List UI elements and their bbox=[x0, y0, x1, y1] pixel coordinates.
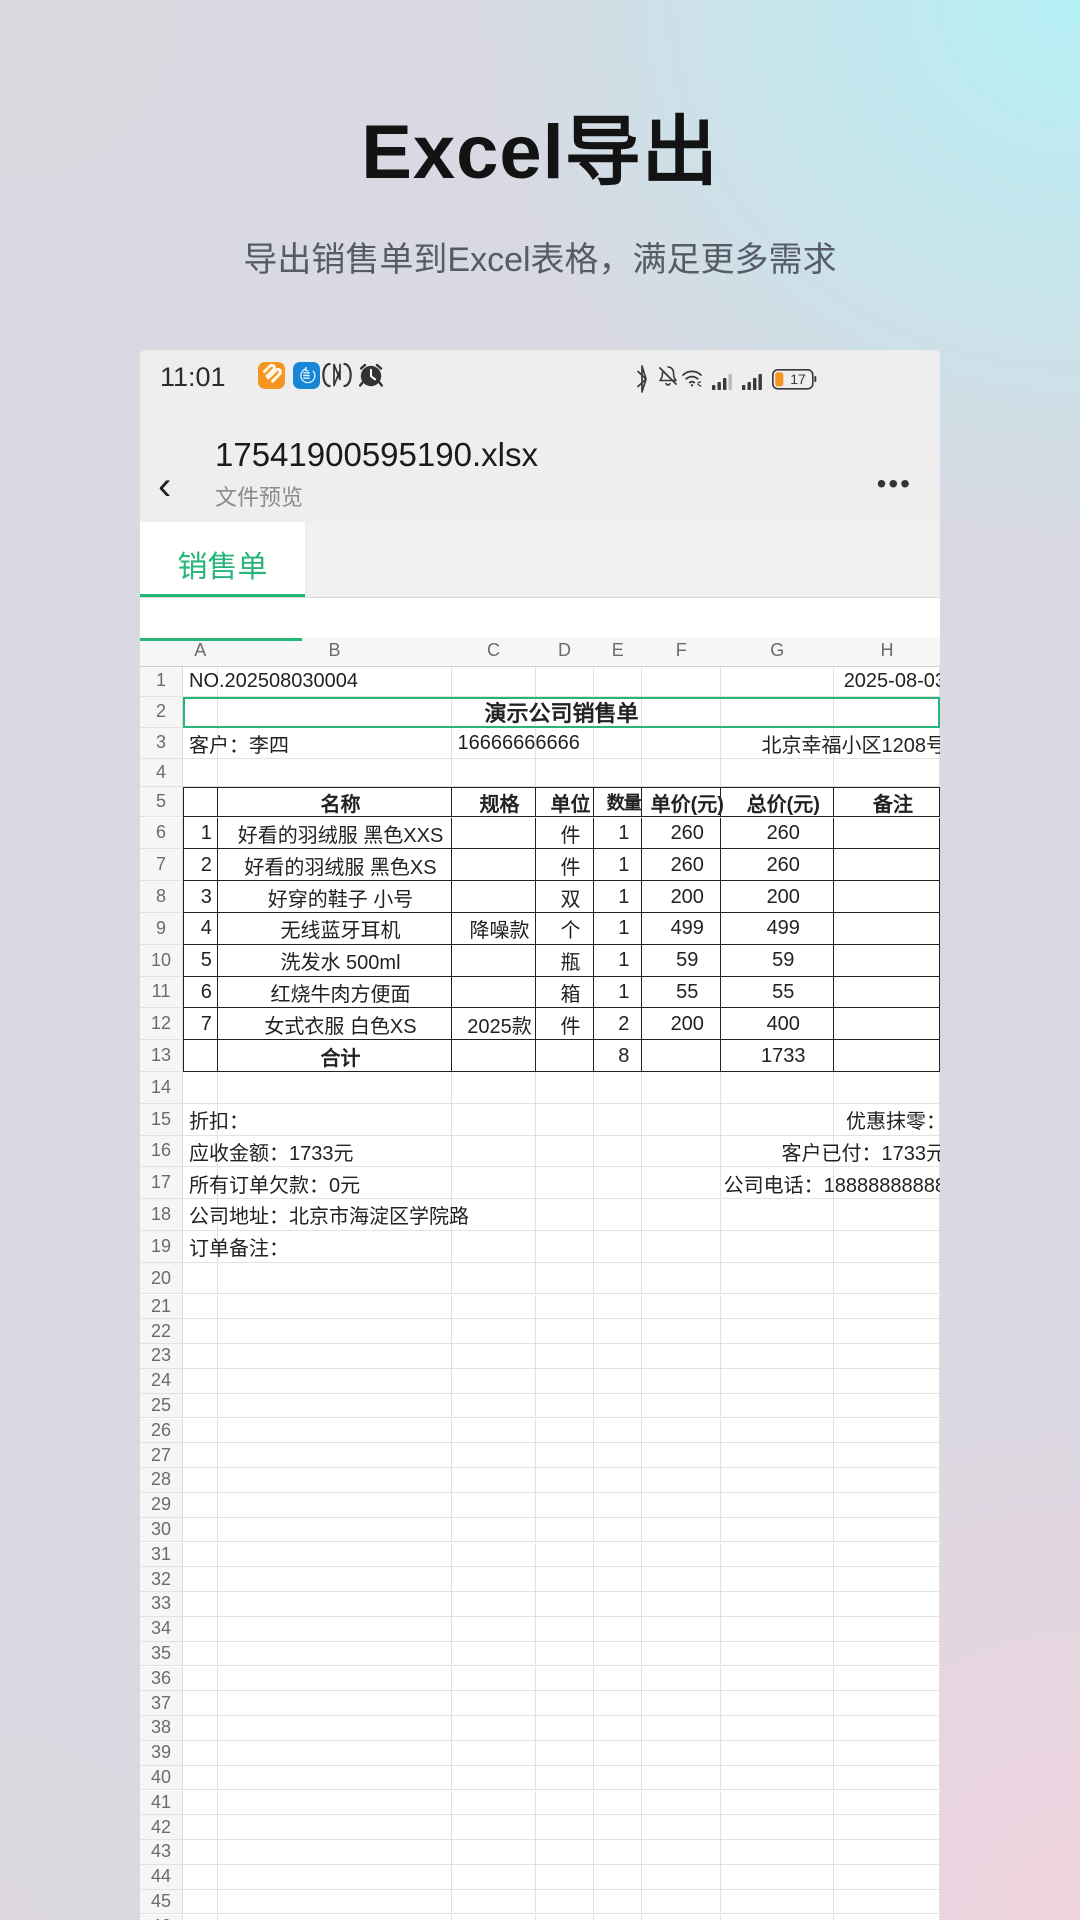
svg-text:17: 17 bbox=[790, 371, 806, 387]
